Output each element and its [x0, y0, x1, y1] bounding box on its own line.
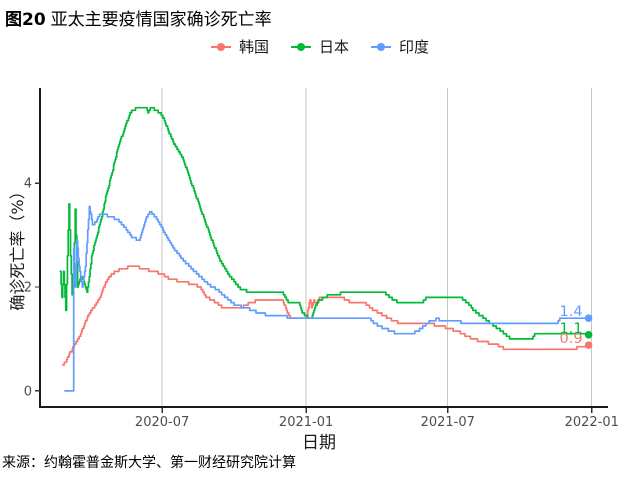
- end-value-label-印度: 1.4: [560, 304, 583, 320]
- legend-key-icon: [210, 43, 231, 51]
- legend-item-韩国: 韩国: [209, 39, 269, 55]
- x-tick-label-2022-01: 2022-01: [565, 415, 619, 430]
- y-tick-label-4: 4: [24, 177, 32, 192]
- legend-label: 韩国: [238, 37, 269, 56]
- series-line-日本: [59, 106, 590, 340]
- legend-label: 印度: [399, 37, 430, 56]
- x-tick-label-2021-01: 2021-01: [279, 415, 333, 430]
- legend-item-印度: 印度: [369, 39, 429, 55]
- x-tick-label-2021-07: 2021-07: [421, 415, 475, 430]
- series-endpoint-印度: [584, 314, 593, 322]
- legend-item-日本: 日本: [289, 39, 349, 55]
- chart-title-number: 图20: [5, 10, 46, 30]
- source-note: 来源：约翰霍普金斯大学、第一财经研究院计算: [2, 455, 296, 471]
- y-tick-label-2: 2: [24, 280, 32, 295]
- chart-legend: 韩国 日本 印度: [40, 37, 598, 57]
- chart-title-text: 亚太主要疫情国家确诊死亡率: [50, 10, 272, 30]
- end-value-label-韩国: 0.9: [560, 331, 583, 347]
- legend-key-icon: [371, 43, 391, 51]
- chart-title: 图20 亚太主要疫情国家确诊死亡率: [5, 5, 272, 30]
- x-tick-label-2020-07: 2020-07: [135, 415, 189, 430]
- end-value-label-日本: 1.1: [560, 321, 583, 337]
- series-line-韩国: [61, 265, 590, 366]
- y-axis-title: 确诊死亡率（%）: [8, 183, 27, 311]
- legend-label: 日本: [318, 37, 349, 56]
- x-axis-title: 日期: [302, 433, 336, 453]
- series-line-印度: [64, 205, 590, 392]
- series-endpoint-日本: [584, 330, 593, 339]
- y-tick-label-0: 0: [24, 384, 32, 399]
- legend-key-icon: [290, 43, 311, 51]
- series-endpoint-韩国: [584, 341, 593, 349]
